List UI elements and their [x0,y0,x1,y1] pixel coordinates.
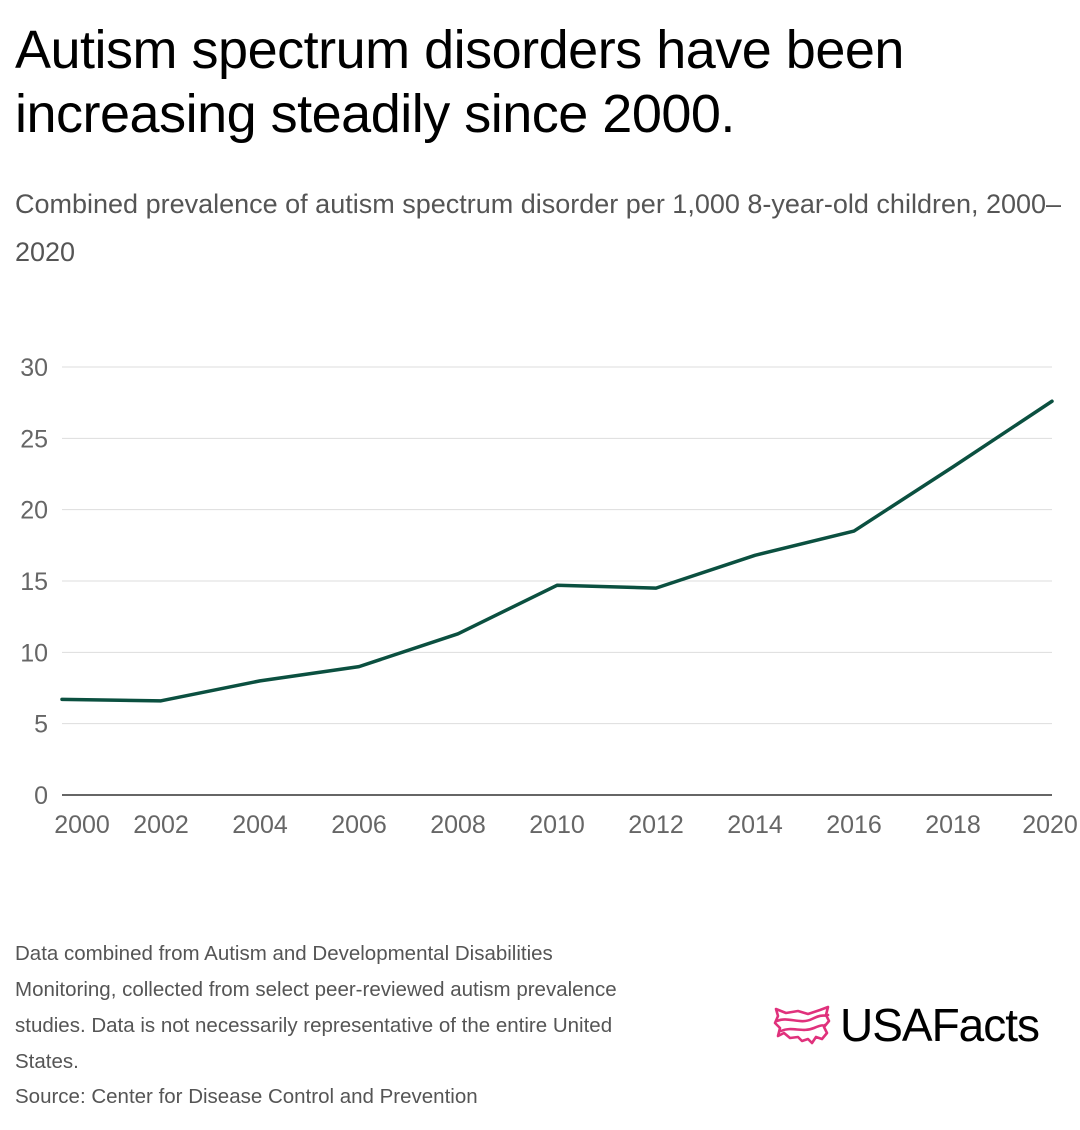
x-tick-label: 2000 [54,811,110,839]
y-tick-label: 10 [20,639,48,667]
x-tick-label: 2006 [331,811,387,839]
x-tick-label: 2014 [727,811,783,839]
line-chart: 0 5 10 15 20 25 30 2000 2002 2004 2006 2008 2010 201… [20,354,1078,839]
usa-map-flag-icon [773,1005,831,1045]
x-tick-label: 2016 [826,811,882,839]
footnote: Data combined from Autism and Developmen… [15,936,775,1080]
y-tick-label: 15 [20,568,48,596]
series-layer [60,399,1054,703]
y-tick-label: 30 [20,354,48,382]
y-tick-label: 5 [34,711,48,739]
x-tick-label: 2020 [1022,811,1078,839]
x-tick-label: 2004 [232,811,288,839]
gridlines [62,366,1052,796]
x-tick-label: 2010 [529,811,585,839]
x-tick-label: 2002 [133,811,189,839]
x-tick-label: 2018 [925,811,981,839]
series-line [60,399,1054,703]
footnote-line: Monitoring, collected from select peer-r… [15,978,617,1001]
x-axis-ticks: 2000 2002 2004 2006 2008 2010 2012 2014 2016 2018… [54,811,1078,839]
footnote-line: Data combined from Autism and Developmen… [15,942,553,965]
brand-name: USAFacts [840,999,1040,1051]
chart-subtitle: Combined prevalence of autism spectrum d… [15,189,1062,267]
source-note: Source: Center for Disease Control and P… [15,1085,478,1108]
y-tick-label: 0 [34,782,48,810]
footnote-line: States. [15,1050,79,1073]
y-tick-label: 25 [20,425,48,453]
x-tick-label: 2008 [430,811,486,839]
y-tick-label: 20 [20,497,48,525]
brand-logo: USAFacts [772,995,1040,1055]
x-tick-label: 2012 [628,811,684,839]
y-axis-ticks: 0 5 10 15 20 25 30 [20,354,48,810]
footnote-line: studies. Data is not necessarily represe… [15,1014,613,1037]
chart-title: Autism spectrum disorders have been incr… [15,20,904,144]
